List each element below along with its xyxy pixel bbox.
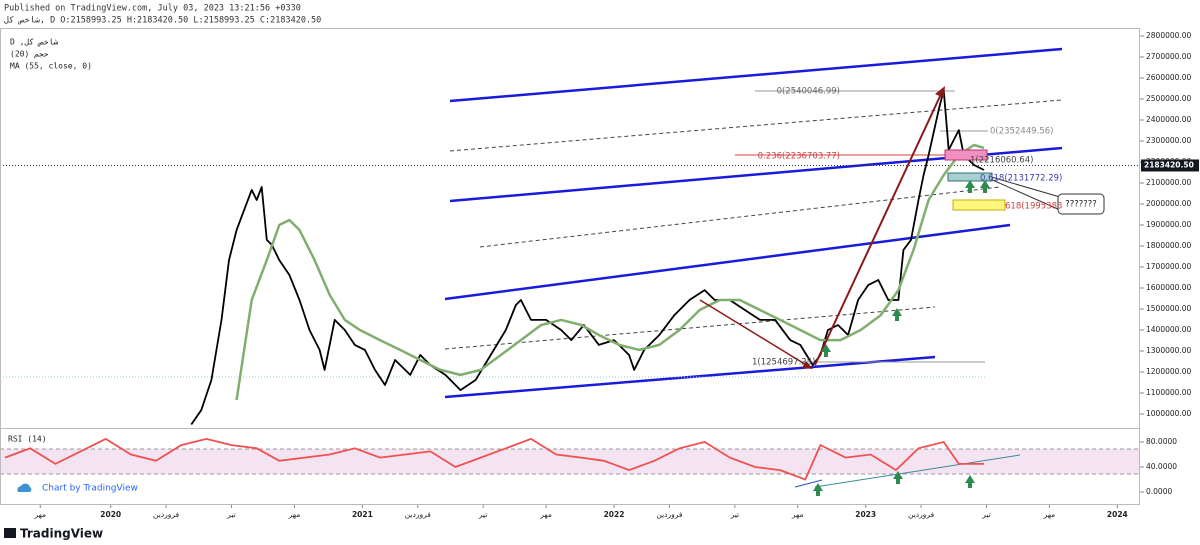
y-tick-label: 1200000.00	[1146, 367, 1192, 376]
up-arrow	[980, 180, 990, 193]
up-arrow	[965, 475, 975, 488]
rsi-annotations	[813, 471, 975, 496]
up-arrow	[892, 308, 902, 321]
channel-line	[449, 47, 1063, 103]
x-tick-label: 2023	[855, 510, 876, 519]
x-tick-label: مهر	[539, 510, 552, 519]
cloud-icon	[17, 483, 32, 492]
x-tick-label: مهر	[1043, 510, 1056, 519]
up-arrow	[821, 344, 831, 357]
callout-pointer	[987, 177, 1061, 211]
trend-arrow	[814, 91, 943, 366]
rsi-pane	[0, 437, 1140, 488]
watermark[interactable]: Chart by TradingView	[42, 484, 138, 494]
fib-label: 0(2540046.99)	[777, 87, 840, 97]
y-tick-label: 1000000.00	[1146, 409, 1192, 418]
last-price-box	[1141, 159, 1199, 172]
legend-entry: MA (55, close, 0)	[10, 62, 92, 71]
x-tick-label: فروردین	[656, 510, 683, 519]
last-price-label: 2183420.50	[1144, 160, 1194, 169]
rsi-band	[0, 449, 1140, 474]
x-tick-label: تیر	[226, 510, 236, 519]
up-arrow	[813, 483, 823, 496]
x-tick-label: تیر	[730, 510, 740, 519]
fib-label: 0.236(2236703.77)	[758, 152, 840, 162]
x-tick-label: 2021	[352, 510, 373, 519]
price-pane	[0, 47, 1140, 426]
x-tick-label: 2020	[100, 510, 121, 519]
up-arrow	[893, 471, 903, 484]
ohlc-line: شاخص کل, D O:2158993.25 H:2183420.50 L:2…	[4, 16, 321, 26]
y-tick-label: 1500000.00	[1146, 304, 1192, 313]
x-tick-label: تیر	[478, 510, 488, 519]
y-tick-label: 1600000.00	[1146, 283, 1192, 292]
rsi-trendline	[794, 479, 823, 488]
y-tick-label: 2600000.00	[1146, 73, 1192, 82]
fib-label: 0(2352449.56)	[990, 127, 1053, 137]
watermark-bg	[10, 478, 134, 498]
y-tick-label: 1300000.00	[1146, 346, 1192, 355]
legend-entry: D ,شاخص کل	[10, 38, 58, 47]
y-tick-label: 1400000.00	[1146, 325, 1192, 334]
arrow-head	[802, 361, 813, 369]
y-tick-label: 2500000.00	[1146, 94, 1192, 103]
y-tick-label: 2300000.00	[1146, 136, 1192, 145]
arrow-head	[935, 86, 945, 98]
x-tick-label: مهر	[791, 510, 804, 519]
rsi-title: RSI (14)	[8, 435, 47, 444]
x-tick-label: فروردین	[405, 510, 432, 519]
rsi-tick-label: 80.0000	[1146, 437, 1177, 446]
channel-line	[444, 223, 1011, 301]
channel-midline	[449, 99, 1063, 152]
fib-label: 0.618(2131772.29)	[980, 174, 1062, 184]
logo-icon	[4, 528, 16, 538]
plot-frame	[0, 28, 1140, 505]
fib-label: 1(1254697.25)	[752, 358, 815, 368]
fib-label: 1(2216060.64)	[970, 156, 1033, 166]
x-tick-label: مهر	[33, 510, 46, 519]
published-line: Published on TradingView.com, July 03, 2…	[4, 4, 301, 14]
callout-text: ???????	[1065, 200, 1097, 210]
x-tick-label: تیر	[981, 510, 991, 519]
ma-line	[235, 143, 985, 401]
fib-zone	[944, 149, 988, 161]
y-tick-label: 1900000.00	[1146, 220, 1192, 229]
rsi-trendline	[814, 454, 1021, 488]
y-tick-label: 1800000.00	[1146, 241, 1192, 250]
x-tick-label: 2022	[604, 510, 625, 519]
legend-entry: (20) حجم	[10, 50, 49, 59]
x-tick-label: فروردین	[908, 510, 935, 519]
x-tick-label: فروردین	[153, 510, 180, 519]
rsi-tick-label: 0.0000	[1146, 487, 1172, 496]
channel-midline	[479, 186, 1001, 248]
x-tick-label: مهر	[288, 510, 301, 519]
y-tick-label: 2100000.00	[1146, 178, 1192, 187]
y-tick-label: 1700000.00	[1146, 262, 1192, 271]
fib-label: 618(1995383	[1005, 202, 1062, 212]
logo: TradingView	[20, 527, 103, 541]
y-tick-label: 2700000.00	[1146, 52, 1192, 61]
y-tick-label: 2800000.00	[1146, 31, 1192, 40]
up-arrow	[965, 180, 975, 193]
rsi-tick-label: 40.0000	[1146, 462, 1177, 471]
y-tick-label: 1100000.00	[1146, 388, 1192, 397]
y-tick-label: 2400000.00	[1146, 115, 1192, 124]
rsi-line	[4, 437, 984, 481]
x-tick-label: 2024	[1107, 510, 1128, 519]
fib-zone	[952, 199, 1006, 211]
y-tick-label: 2000000.00	[1146, 199, 1192, 208]
callout-pointer	[987, 175, 1061, 198]
trend-arrow	[699, 299, 809, 367]
callout-box	[1057, 193, 1105, 215]
